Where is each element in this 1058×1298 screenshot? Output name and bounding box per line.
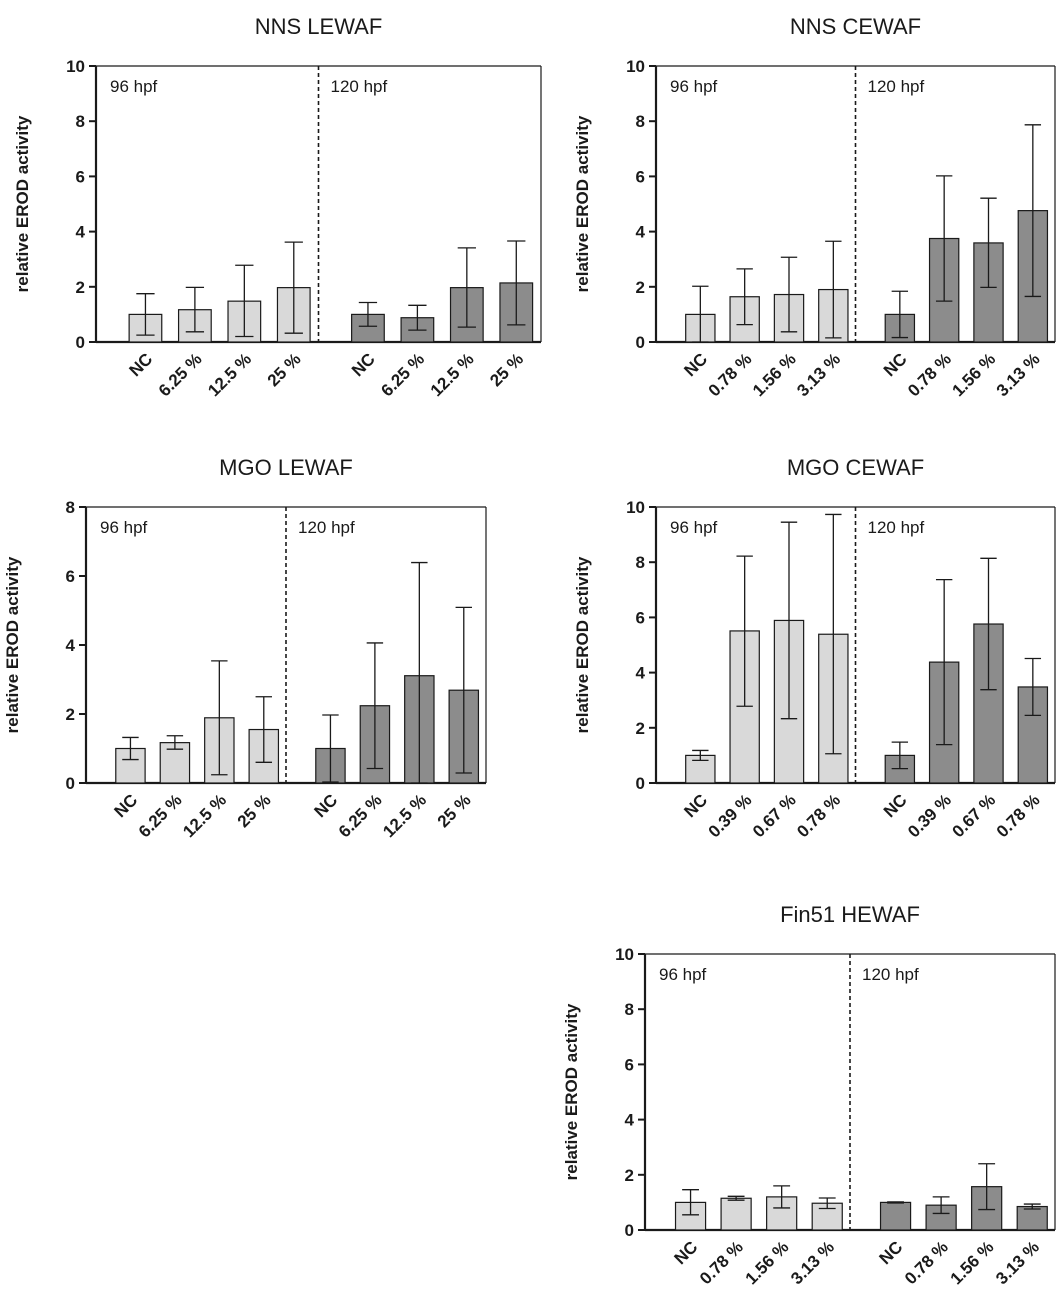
x-tick-label: 0.67 % xyxy=(749,790,800,841)
y-tick-label: 2 xyxy=(625,1166,634,1185)
y-tick-label: 4 xyxy=(636,223,646,242)
group-label: 96 hpf xyxy=(670,77,718,96)
group-label: 96 hpf xyxy=(659,965,707,984)
x-tick-label: 6.25 % xyxy=(135,790,186,841)
group-label: 120 hpf xyxy=(331,77,388,96)
y-tick-label: 8 xyxy=(66,498,75,517)
x-tick-label: 6.25 % xyxy=(377,349,428,400)
y-tick-label: 6 xyxy=(636,167,645,186)
x-tick-label: 0.39 % xyxy=(705,790,756,841)
x-tick-label: 25 % xyxy=(434,790,475,831)
chart-panel-5: Fin51 HEWAF relative EROD activity 0 2 4 6 8 10… xyxy=(562,902,1056,1288)
x-tick-label: NC xyxy=(880,790,911,821)
y-tick-label: 2 xyxy=(66,705,75,724)
y-tick-label: 0 xyxy=(636,774,645,793)
y-tick-label: 6 xyxy=(636,608,645,627)
x-tick-label: 0.78 % xyxy=(793,790,844,841)
x-tick-label: 0.78 % xyxy=(901,1237,952,1288)
x-tick-label: 0.78 % xyxy=(696,1237,747,1288)
x-tick-label: 3.13 % xyxy=(787,1237,838,1288)
chart-panel-1: NNS LEWAF relative EROD activity 0 2 4 6 8 10 96… xyxy=(13,14,542,400)
x-tick-label: 6.25 % xyxy=(335,790,386,841)
y-tick-label: 6 xyxy=(625,1055,634,1074)
x-tick-label: 12.5 % xyxy=(179,790,230,841)
y-tick-label: 2 xyxy=(636,719,645,738)
y-axis-label: relative EROD activity xyxy=(562,1003,581,1180)
y-tick-label: 8 xyxy=(636,553,645,572)
y-tick-label: 6 xyxy=(66,567,75,586)
x-tick-label: 25 % xyxy=(234,790,275,831)
group-label: 96 hpf xyxy=(110,77,158,96)
y-tick-label: 4 xyxy=(66,636,76,655)
y-tick-label: 2 xyxy=(636,278,645,297)
y-tick-label: 8 xyxy=(76,112,85,131)
x-tick-label: 25 % xyxy=(486,349,527,390)
x-tick-label: 1.56 % xyxy=(749,349,800,400)
chart-title: MGO LEWAF xyxy=(219,455,353,480)
y-tick-label: 10 xyxy=(626,498,645,517)
x-tick-label: 3.13 % xyxy=(793,349,844,400)
x-tick-label: 3.13 % xyxy=(993,349,1044,400)
chart-panel-3: MGO LEWAF relative EROD activity 0 2 4 6 8 96 h… xyxy=(3,455,487,841)
y-tick-label: 0 xyxy=(636,333,645,352)
x-tick-label: NC xyxy=(348,349,379,380)
y-tick-label: 4 xyxy=(625,1111,635,1130)
x-tick-label: 1.56 % xyxy=(947,1237,998,1288)
x-tick-label: NC xyxy=(310,790,341,821)
y-tick-label: 10 xyxy=(615,945,634,964)
y-tick-label: 0 xyxy=(66,774,75,793)
x-tick-label: 0.39 % xyxy=(904,790,955,841)
group-label: 120 hpf xyxy=(868,518,925,537)
y-axis-label: relative EROD activity xyxy=(3,556,22,733)
bar xyxy=(720,1197,752,1231)
chart-panel-2: NNS CEWAF relative EROD activity 0 2 4 6 8 10 96… xyxy=(573,14,1056,400)
group-label: 120 hpf xyxy=(868,77,925,96)
chart-title: Fin51 HEWAF xyxy=(780,902,920,927)
y-tick-label: 8 xyxy=(636,112,645,131)
x-tick-label: 0.67 % xyxy=(948,790,999,841)
x-tick-label: 25 % xyxy=(264,349,305,390)
x-tick-label: NC xyxy=(671,1237,702,1268)
x-tick-label: 0.78 % xyxy=(904,349,955,400)
chart-title: NNS CEWAF xyxy=(790,14,921,39)
x-tick-label: NC xyxy=(125,349,156,380)
group-label: 96 hpf xyxy=(100,518,148,537)
x-tick-label: 6.25 % xyxy=(155,349,206,400)
y-tick-label: 10 xyxy=(66,57,85,76)
y-tick-label: 4 xyxy=(76,223,86,242)
bar xyxy=(1016,1205,1048,1231)
y-tick-label: 2 xyxy=(76,278,85,297)
chart-title: NNS LEWAF xyxy=(255,14,383,39)
bar xyxy=(879,1201,912,1231)
group-label: 120 hpf xyxy=(862,965,919,984)
group-label: 120 hpf xyxy=(298,518,355,537)
y-axis-label: relative EROD activity xyxy=(13,115,32,292)
x-tick-label: 12.5 % xyxy=(204,349,255,400)
y-tick-label: 4 xyxy=(636,664,646,683)
x-tick-label: 1.56 % xyxy=(948,349,999,400)
x-tick-label: NC xyxy=(880,349,911,380)
x-tick-label: 0.78 % xyxy=(993,790,1044,841)
y-tick-label: 0 xyxy=(76,333,85,352)
y-tick-label: 10 xyxy=(626,57,645,76)
x-tick-label: 12.5 % xyxy=(427,349,478,400)
x-tick-label: 12.5 % xyxy=(379,790,430,841)
x-tick-label: NC xyxy=(110,790,141,821)
x-tick-label: 0.78 % xyxy=(705,349,756,400)
chart-title: MGO CEWAF xyxy=(787,455,924,480)
x-tick-label: 3.13 % xyxy=(992,1237,1043,1288)
x-tick-label: NC xyxy=(680,790,711,821)
y-tick-label: 8 xyxy=(625,1000,634,1019)
x-tick-label: NC xyxy=(680,349,711,380)
y-tick-label: 6 xyxy=(76,167,85,186)
chart-panel-4: MGO CEWAF relative EROD activity 0 2 4 6 8 10 96… xyxy=(573,455,1056,841)
y-tick-label: 0 xyxy=(625,1221,634,1240)
group-label: 96 hpf xyxy=(670,518,718,537)
x-tick-label: 1.56 % xyxy=(742,1237,793,1288)
y-axis-label: relative EROD activity xyxy=(573,556,592,733)
x-tick-label: NC xyxy=(876,1237,907,1268)
y-axis-label: relative EROD activity xyxy=(573,115,592,292)
